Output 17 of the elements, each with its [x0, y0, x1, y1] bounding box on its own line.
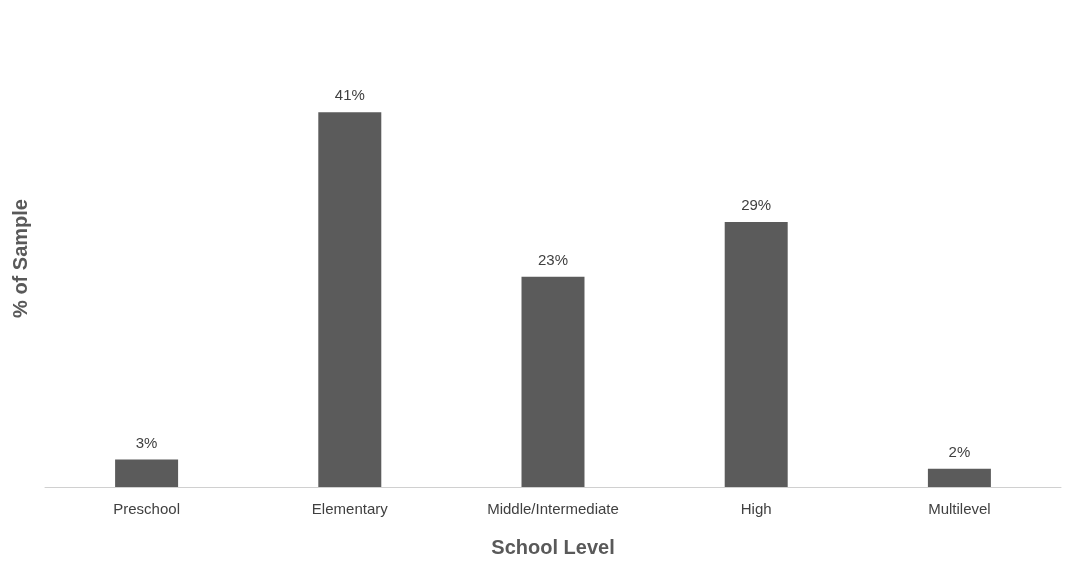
- x-tick-label: Preschool: [113, 500, 180, 517]
- bar: [927, 468, 991, 487]
- y-axis-title: % of Sample: [9, 199, 31, 318]
- x-tick-label: Multilevel: [928, 500, 991, 517]
- x-tick-label: High: [740, 500, 772, 517]
- data-label: 29%: [741, 195, 772, 213]
- data-label: 3%: [135, 433, 158, 451]
- bar: [115, 459, 179, 487]
- data-label: 2%: [948, 442, 971, 460]
- x-tick-label: Elementary: [311, 500, 389, 517]
- data-label: 41%: [334, 86, 365, 104]
- bar: [318, 112, 382, 487]
- data-label: 23%: [537, 250, 569, 268]
- x-tick-label: Middle/Intermediate: [487, 500, 619, 517]
- bar: [521, 276, 585, 487]
- x-axis-title: School Level: [491, 536, 615, 558]
- bar: [724, 221, 788, 487]
